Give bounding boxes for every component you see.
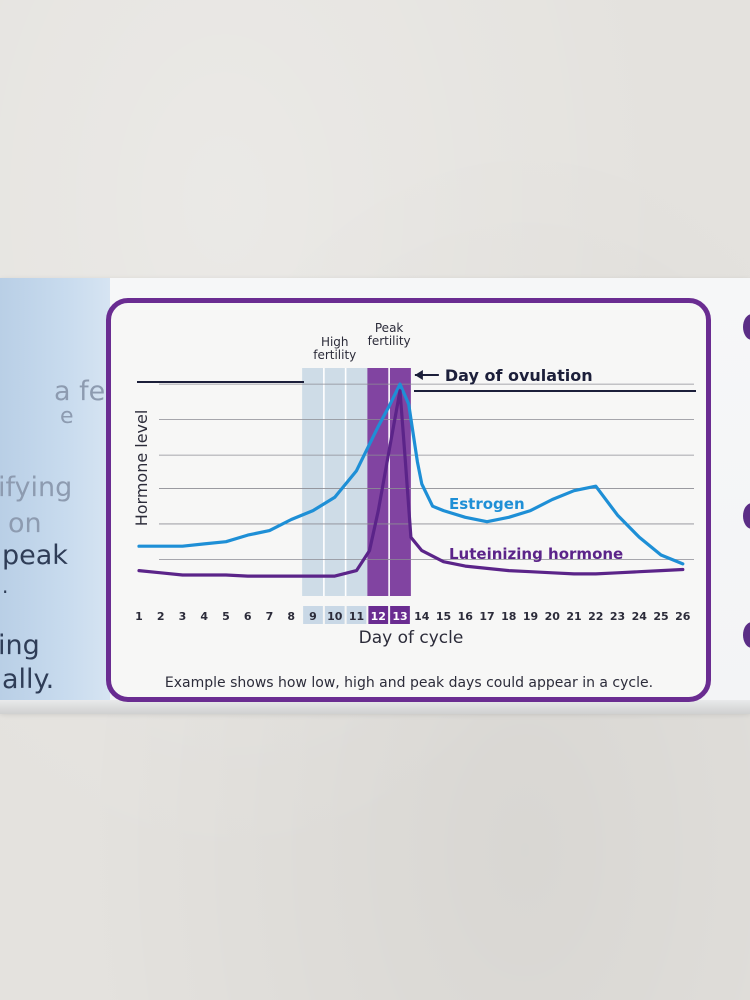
tick-label: 13 [392, 610, 407, 623]
tick-label: 22 [588, 610, 603, 623]
tick-label: 6 [244, 610, 252, 623]
tick-label: 4 [200, 610, 208, 623]
box-edge-dot [743, 314, 750, 340]
side-text-line: on [8, 508, 42, 539]
ovulation-label: Day of ovulation [445, 366, 593, 385]
tick-label: 9 [309, 610, 317, 623]
y-axis-label: Hormone level [132, 410, 151, 527]
side-text-line: ing [0, 630, 40, 661]
x-axis-ticks: 1 2 3 4 5 6 7 8 9 10 11 12 13 14 15 16 17 18 19 20 21 22 23 24 2… [135, 606, 691, 624]
footnote: Example shows how low, high and peak day… [165, 675, 653, 691]
tick-label: 20 [545, 610, 561, 623]
series-label: Estrogen [449, 495, 525, 513]
side-text-line: e [60, 404, 74, 429]
tick-label: 23 [610, 610, 625, 623]
chart-panel: High fertility Peak fertility Estrogen Lutei… [106, 298, 711, 702]
tick-label: 18 [501, 610, 516, 623]
tick-label: 12 [371, 610, 386, 623]
tick-label: 1 [135, 610, 143, 623]
chart-grid [137, 381, 696, 560]
tick-highlight [390, 606, 410, 624]
chart-series: Estrogen Luteinizing hormone [137, 382, 685, 578]
side-text-line: peak [2, 540, 68, 571]
tick-label: 7 [266, 610, 274, 623]
box-edge [0, 700, 750, 714]
tick-label: 15 [436, 610, 451, 623]
tick-highlight [324, 606, 345, 624]
tick-label: 3 [179, 610, 187, 623]
tick-label: 14 [414, 610, 430, 623]
box-edge-dot [743, 503, 750, 529]
ovulation-annotation: Day of ovulation [414, 366, 593, 385]
box-side-panel: a few e ifying on peak . ing ally. [0, 278, 110, 710]
tick-label: 8 [287, 610, 295, 623]
tick-label: 5 [222, 610, 230, 623]
series-line [137, 389, 685, 578]
tick-label: 21 [566, 610, 581, 623]
tick-label: 25 [653, 610, 668, 623]
band-label: fertility [313, 348, 356, 362]
tick-label: 24 [632, 610, 648, 623]
tick-highlight [368, 606, 389, 624]
tick-label: 17 [479, 610, 494, 623]
side-text-line: ifying [0, 472, 73, 503]
side-text-line: . [2, 574, 9, 598]
tick-highlight [303, 606, 323, 624]
side-text-line: ally. [2, 664, 55, 695]
tick-label: 11 [349, 610, 364, 623]
series-line [137, 382, 685, 566]
tick-label: 2 [157, 610, 165, 623]
tick-label: 26 [675, 610, 691, 623]
tick-label: 16 [458, 610, 474, 623]
x-axis-label: Day of cycle [359, 628, 464, 648]
band-label: High [321, 335, 349, 349]
tick-label: 19 [523, 610, 538, 623]
fertility-band [302, 368, 368, 596]
tick-label: 10 [327, 610, 343, 623]
band-label: fertility [368, 334, 411, 348]
series-label: Luteinizing hormone [449, 545, 623, 563]
side-text-line: a few [54, 376, 110, 407]
band-label: Peak [375, 321, 404, 335]
ovulation-arrowhead [414, 370, 423, 380]
box-edge-dot [743, 622, 750, 648]
tick-highlight [346, 606, 367, 624]
